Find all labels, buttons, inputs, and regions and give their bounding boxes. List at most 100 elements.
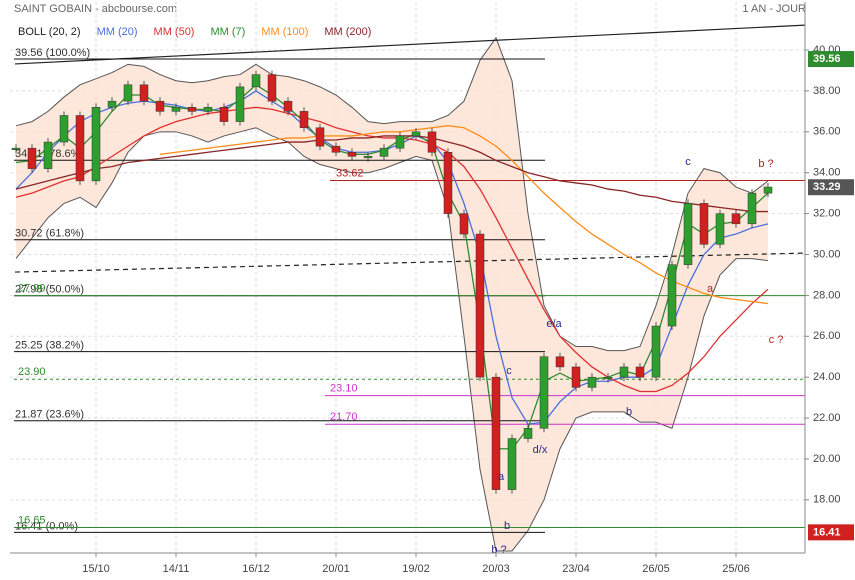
candle xyxy=(587,376,597,388)
fibonacci-label: 39.56 (100.0%) xyxy=(15,47,90,59)
x-tick-label: 23/04 xyxy=(562,563,590,575)
candle xyxy=(443,152,453,214)
candle xyxy=(763,186,773,194)
fibonacci-label: 16.41 (0.0%) xyxy=(15,520,78,532)
x-tick-label: 20/03 xyxy=(482,563,510,575)
trendline xyxy=(14,24,806,65)
y-tick-label: 32.00 xyxy=(813,208,841,220)
candle xyxy=(731,213,741,225)
candle xyxy=(411,131,421,137)
candle xyxy=(491,376,501,490)
wave-annotation: b xyxy=(626,406,632,418)
candle xyxy=(683,203,693,265)
x-tick-label: 19/02 xyxy=(402,563,430,575)
legend-entry: MM (50) xyxy=(154,26,195,38)
candle xyxy=(635,366,645,378)
candle xyxy=(139,84,149,102)
x-tick-label: 15/10 xyxy=(82,563,110,575)
level-label: 27.99 xyxy=(18,283,46,295)
candle xyxy=(331,145,341,153)
candle xyxy=(283,100,293,112)
y-tick-label: 28.00 xyxy=(813,289,841,301)
legend-entry: MM (100) xyxy=(261,26,308,38)
y-tick-label: 18.00 xyxy=(813,494,841,506)
candle xyxy=(363,156,373,159)
candle xyxy=(187,107,197,112)
candle xyxy=(747,192,757,225)
price-badge-label: 33.29 xyxy=(813,181,841,193)
wave-annotation: b xyxy=(504,520,510,532)
y-tick-label: 22.00 xyxy=(813,412,841,424)
candle xyxy=(427,131,437,153)
candle xyxy=(203,107,213,112)
candle xyxy=(219,107,229,122)
candle xyxy=(459,213,469,235)
candle xyxy=(251,74,261,88)
bollinger-lower xyxy=(15,127,769,552)
candle xyxy=(267,74,277,102)
candle xyxy=(299,111,309,128)
legend-entry: MM (20) xyxy=(97,26,138,38)
candle xyxy=(11,147,21,150)
fibonacci-label: 27.98 (50.0%) xyxy=(15,284,84,296)
wave-annotation: a xyxy=(707,283,714,295)
candle xyxy=(27,147,37,169)
candle xyxy=(507,438,517,490)
candle xyxy=(603,376,613,379)
candle xyxy=(315,127,325,147)
y-tick-label: 26.00 xyxy=(813,330,841,342)
candle xyxy=(699,203,709,245)
x-tick-label: 20/01 xyxy=(322,563,350,575)
candle xyxy=(107,100,117,108)
y-tick-label: 24.00 xyxy=(813,371,841,383)
price-badge-label: 39.56 xyxy=(813,53,841,65)
level-label: 23.10 xyxy=(330,382,358,394)
trendline xyxy=(14,252,806,273)
candle xyxy=(91,107,101,182)
level-label: 21.70 xyxy=(330,411,358,423)
candle xyxy=(539,356,549,429)
wave-annotation: c xyxy=(685,156,691,168)
y-tick-label: 34.00 xyxy=(813,167,841,179)
price-badge xyxy=(808,179,854,196)
level-label: 33.62 xyxy=(336,167,364,179)
fibonacci-label: 25.25 (38.2%) xyxy=(15,340,84,352)
moving-average xyxy=(15,106,769,393)
y-tick-label: 36.00 xyxy=(813,126,841,138)
legend-entry: MM (200) xyxy=(324,26,371,38)
moving-average xyxy=(159,125,769,305)
legend-entry: BOLL (20, 2) xyxy=(18,26,81,38)
wave-annotation: a xyxy=(498,471,505,483)
candle xyxy=(395,135,405,149)
candle xyxy=(43,141,53,169)
wave-annotation: c xyxy=(506,365,512,377)
price-badge xyxy=(808,524,854,541)
wave-annotation: b ? xyxy=(491,544,506,556)
candle xyxy=(379,147,389,157)
candle xyxy=(75,115,85,182)
level-label: 16.65 xyxy=(18,514,46,526)
candle xyxy=(171,107,181,112)
moving-average xyxy=(15,135,768,213)
y-tick-label: 30.00 xyxy=(813,248,841,260)
wave-annotation: d/x xyxy=(533,444,548,456)
wave-annotation: c ? xyxy=(769,334,784,346)
candle xyxy=(555,356,565,368)
x-tick-label: 25/06 xyxy=(722,563,750,575)
price-badge xyxy=(808,51,854,68)
candle xyxy=(59,115,69,143)
y-tick-label: 20.00 xyxy=(813,453,841,465)
candle xyxy=(347,152,357,157)
wave-annotation: b ? xyxy=(758,158,773,170)
bollinger-fill xyxy=(16,37,768,551)
price-badge-label: 16.41 xyxy=(813,526,841,538)
candle xyxy=(667,264,677,327)
level-label: 23.90 xyxy=(18,366,46,378)
x-tick-label: 16/12 xyxy=(242,563,270,575)
candle xyxy=(651,325,661,378)
x-tick-label: 14/11 xyxy=(163,563,190,575)
period: 1 AN - JOUR xyxy=(742,3,806,15)
candle xyxy=(475,233,485,378)
legend-entry: MM (7) xyxy=(210,26,245,38)
